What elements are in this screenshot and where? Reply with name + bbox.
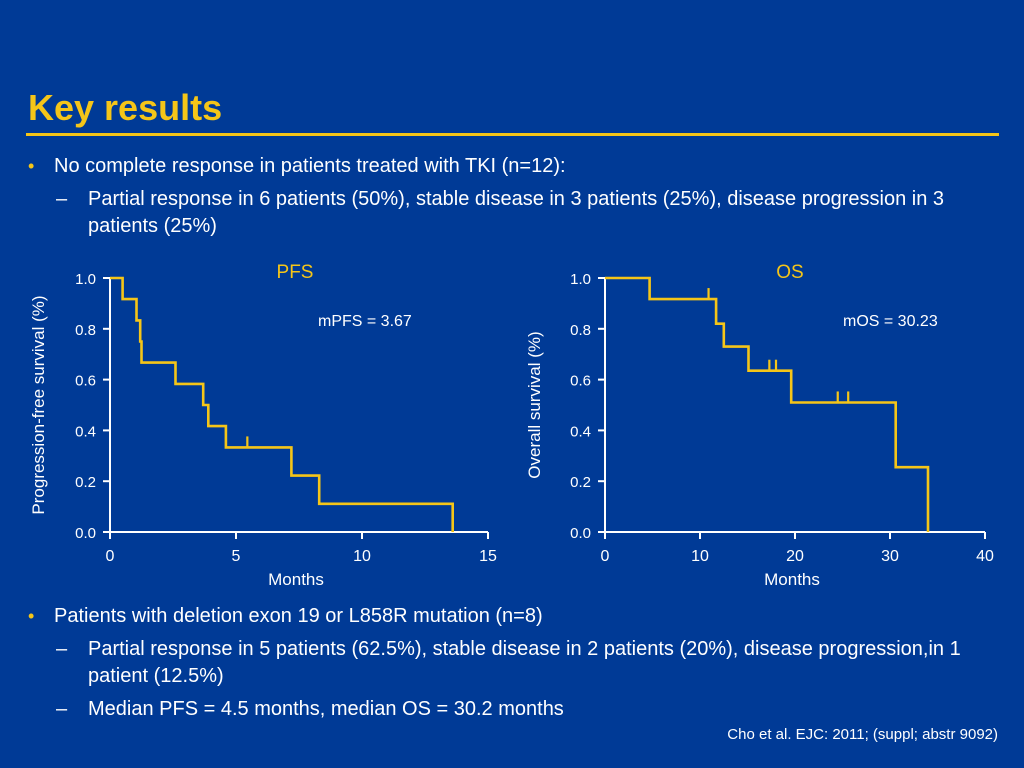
- os-chart: 0.0 0.2 0.4 0.6 0.8 1.0 0 10 20 30 40 Months Overall…: [525, 262, 994, 589]
- sub-bullet-text: Partial response in 6 patients (50%), st…: [88, 188, 945, 237]
- bullet-item: • Patients with deletion exon 19 or L858…: [28, 603, 978, 630]
- x-tick-label: 40: [976, 548, 994, 565]
- bullet-text: No complete response in patients treated…: [54, 155, 566, 177]
- bullet-text: Patients with deletion exon 19 or L858R …: [54, 605, 543, 627]
- y-tick-label: 0.6: [570, 373, 591, 390]
- x-tick-label: 20: [786, 548, 804, 565]
- x-tick-label: 0: [601, 548, 610, 565]
- y-axis-label: Progression-free survival (%): [29, 295, 48, 514]
- km-charts: 0.0 0.2 0.4 0.6 0.8 1.0 0 5 10 15 Months Progressio…: [29, 262, 994, 589]
- y-tick-label: 1.0: [75, 271, 96, 288]
- citation: Cho et al. EJC: 2011; (suppl; abstr 9092…: [727, 726, 998, 743]
- y-tick-label: 0.6: [75, 373, 96, 390]
- x-tick-label: 0: [106, 548, 115, 565]
- y-axis-label: Overall survival (%): [525, 331, 544, 478]
- slide-title: Key results: [28, 87, 223, 128]
- sub-bullet-item: – Partial response in 5 patients (62.5%)…: [28, 636, 978, 690]
- sub-bullet-item: – Median PFS = 4.5 months, median OS = 3…: [28, 696, 978, 723]
- dash-icon: –: [56, 638, 68, 660]
- y-tick-label: 0.4: [570, 423, 591, 440]
- bottom-bullet-list: • Patients with deletion exon 19 or L858…: [28, 603, 978, 729]
- x-tick-label: 5: [232, 548, 241, 565]
- bullet-item: • No complete response in patients treat…: [28, 153, 978, 180]
- sub-bullet-text: Partial response in 5 patients (62.5%), …: [88, 638, 961, 687]
- x-tick-label: 10: [691, 548, 709, 565]
- median-annotation: mOS = 30.23: [843, 313, 938, 330]
- title-underline: [26, 133, 999, 136]
- x-axis-label: Months: [268, 570, 324, 589]
- y-tick-label: 0.0: [75, 525, 96, 542]
- bullet-dot-icon: •: [28, 156, 35, 176]
- bullet-dot-icon: •: [28, 606, 35, 626]
- x-tick-label: 30: [881, 548, 899, 565]
- y-tick-label: 0.2: [570, 474, 591, 491]
- sub-bullet-text: Median PFS = 4.5 months, median OS = 30.…: [88, 698, 564, 720]
- y-tick-label: 0.2: [75, 474, 96, 491]
- dash-icon: –: [56, 698, 68, 720]
- y-tick-label: 0.8: [570, 322, 591, 339]
- y-tick-label: 0.8: [75, 322, 96, 339]
- x-tick-label: 10: [353, 548, 371, 565]
- sub-bullet-item: – Partial response in 6 patients (50%), …: [28, 186, 978, 240]
- y-tick-label: 0.4: [75, 423, 96, 440]
- survival-curve: [605, 276, 930, 532]
- y-tick-label: 0.0: [570, 525, 591, 542]
- y-tick-label: 1.0: [570, 271, 591, 288]
- chart-title: PFS: [277, 262, 314, 283]
- dash-icon: –: [56, 188, 68, 210]
- x-axis-label: Months: [764, 570, 820, 589]
- pfs-chart: 0.0 0.2 0.4 0.6 0.8 1.0 0 5 10 15 Months Progressio…: [29, 262, 497, 589]
- top-bullet-list: • No complete response in patients treat…: [28, 153, 978, 246]
- median-annotation: mPFS = 3.67: [318, 313, 412, 330]
- survival-curve: [110, 276, 454, 532]
- x-tick-label: 15: [479, 548, 497, 565]
- chart-title: OS: [776, 262, 803, 283]
